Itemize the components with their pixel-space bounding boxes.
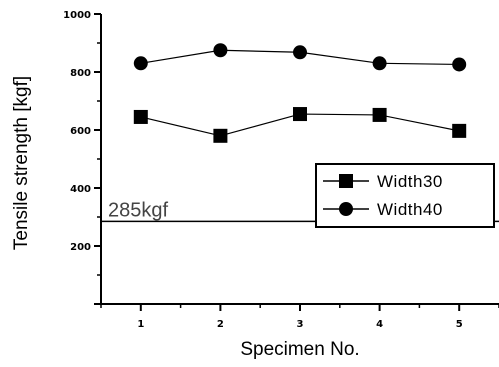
y-axis-title: Tensile strength [kgf] [11, 76, 32, 250]
legend-marker-width40 [339, 202, 353, 216]
data-point-width30 [293, 107, 307, 122]
x-ticks: 1 2 3 4 5 [100, 304, 499, 330]
y-tick-label: 200 [70, 242, 91, 253]
legend-label: Width40 [377, 200, 443, 219]
reference-line-label: 285kgf [108, 199, 168, 221]
legend-items: Width30 Width40 [323, 172, 443, 219]
x-tick-label: 2 [217, 319, 224, 330]
data-point-width30 [452, 123, 467, 138]
y-tick-label: 600 [70, 126, 91, 137]
x-tick-label: 3 [297, 319, 304, 330]
data-point-width40 [452, 57, 467, 72]
data-point-width30 [133, 109, 148, 124]
y-tick-label: 400 [70, 184, 91, 195]
data-point-width40 [213, 43, 228, 58]
data-point-width30 [213, 128, 228, 143]
x-tick-label: 1 [137, 319, 144, 330]
data-point-width40 [133, 56, 148, 71]
data-point-width40 [293, 45, 307, 60]
y-tick-label: 1000 [63, 10, 91, 21]
legend-marker-width30 [339, 174, 353, 188]
legend-label: Width30 [377, 172, 443, 191]
x-tick-label: 5 [456, 319, 463, 330]
y-ticks: 200 400 600 800 1000 [63, 10, 101, 305]
x-axis-title: Specimen No. [240, 339, 359, 360]
series-group [133, 43, 467, 143]
y-tick-label: 800 [70, 68, 91, 79]
legend: Width30 Width40 [315, 163, 495, 228]
data-point-width40 [372, 56, 387, 71]
x-tick-label: 4 [376, 319, 383, 330]
data-point-width30 [372, 107, 387, 122]
